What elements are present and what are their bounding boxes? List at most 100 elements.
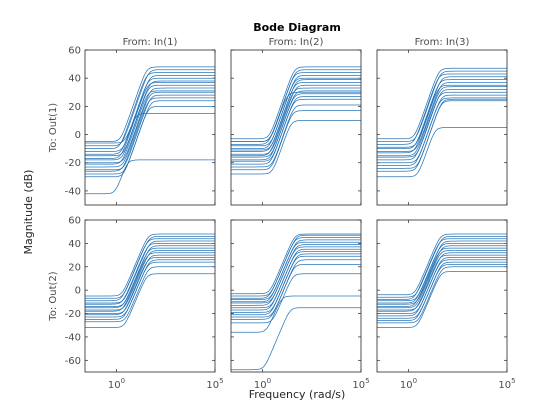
x-tick-label: 100 [400, 377, 417, 391]
bode-curve [377, 127, 507, 178]
bode-curve [85, 97, 215, 172]
bode-curve [85, 80, 215, 157]
x-tick-label: 105 [206, 377, 223, 391]
bode-curve [377, 257, 507, 314]
x-tick-exponent: 0 [267, 377, 271, 385]
bode-curve [85, 66, 215, 142]
bode-curve [85, 259, 215, 318]
bode-curve [377, 82, 507, 152]
bode-curve [231, 273, 361, 324]
panel-frame [376, 49, 508, 206]
panel-frame [84, 219, 216, 373]
bode-curve [377, 98, 507, 169]
bode-curve [231, 237, 361, 299]
bode-curve [85, 90, 215, 165]
x-tick-base: 10 [352, 380, 365, 391]
x-tick-label: 105 [498, 377, 515, 391]
bode-curve [377, 252, 507, 311]
bode-curve [377, 70, 507, 142]
x-tick-exponent: 5 [511, 377, 515, 385]
bode-curve [231, 251, 361, 311]
bode-curve [85, 75, 215, 152]
y-tick-label: 0 [75, 286, 81, 297]
bode-curve [377, 271, 507, 328]
bode-curve [377, 238, 507, 300]
bode-curve [377, 76, 507, 148]
bode-curve [85, 84, 215, 161]
bode-curve [377, 94, 507, 164]
bode-curve [231, 120, 361, 175]
bode-curve [85, 254, 215, 314]
bode-curve [231, 82, 361, 152]
bode-curve [231, 248, 361, 309]
bode-curve [231, 84, 361, 155]
y-axis-label: Magnitude (dB) [22, 170, 35, 255]
bode-curve [377, 86, 507, 157]
y-tick-label: 20 [68, 262, 81, 273]
bode-curve [377, 73, 507, 145]
x-tick-base: 10 [206, 380, 219, 391]
bode-curve [85, 91, 215, 168]
y-tick-label: 0 [75, 130, 81, 141]
x-tick-base: 10 [254, 380, 267, 391]
panel-r2-c2 [231, 233, 361, 371]
panel-frame [376, 219, 508, 373]
bode-curve [377, 243, 507, 304]
column-title-3: From: In(3) [415, 37, 470, 48]
bode-curve [231, 87, 361, 157]
bode-curve [231, 234, 361, 297]
bode-curve [231, 90, 361, 158]
bode-curve [231, 110, 361, 171]
bode-curve [85, 266, 215, 323]
bode-curve [85, 82, 215, 159]
bode-curve [231, 295, 361, 333]
x-tick-exponent: 5 [365, 377, 369, 385]
bode-curve [377, 247, 507, 307]
y-tick-label: -20 [65, 158, 81, 169]
panel-frame [230, 219, 362, 373]
y-tick-label: 40 [68, 239, 81, 250]
bode-curve [85, 72, 215, 149]
x-axis-label: Frequency (rad/s) [249, 388, 346, 401]
x-tick-label: 100 [108, 377, 125, 391]
bode-curve [377, 91, 507, 161]
bode-curve [231, 244, 361, 304]
bode-curve [377, 233, 507, 296]
bode-curve [85, 113, 215, 144]
panel-frame [230, 49, 362, 206]
panel-frame [84, 49, 216, 206]
y-tick-label: 40 [68, 74, 81, 85]
bode-curve [377, 250, 507, 309]
y-tick-label: -40 [65, 332, 81, 343]
bode-curve [231, 259, 361, 318]
bode-curve [231, 91, 361, 142]
x-tick-exponent: 5 [219, 377, 223, 385]
y-tick-label: 60 [68, 216, 81, 227]
bode-curve [231, 104, 361, 168]
y-tick-label: 60 [68, 46, 81, 57]
bode-curve [85, 236, 215, 299]
y-tick-label: -40 [65, 186, 81, 197]
bode-curve [231, 246, 361, 306]
x-tick-base: 10 [498, 380, 511, 391]
column-title-2: From: In(2) [269, 37, 324, 48]
bode-curve [85, 252, 215, 312]
bode-curve [377, 89, 507, 158]
x-tick-exponent: 0 [121, 377, 125, 385]
bode-curve [231, 72, 361, 145]
panel-r1-c1 [85, 66, 215, 195]
bode-curve [85, 250, 215, 311]
panel-r2-c3 [377, 233, 507, 328]
bode-curve [85, 106, 215, 178]
panel-r2-c1 [85, 233, 215, 328]
bode-curve [85, 159, 215, 195]
bode-curve [231, 93, 361, 161]
bode-curve [85, 273, 215, 328]
bode-curve [231, 233, 361, 295]
bode-curve [377, 79, 507, 149]
panels-layer: From: In(1) From: In(2) From: In(3) To: Out… [48, 37, 516, 391]
bode-curve [377, 67, 507, 140]
bode-curve [231, 241, 361, 303]
column-title-1: From: In(1) [123, 37, 178, 48]
